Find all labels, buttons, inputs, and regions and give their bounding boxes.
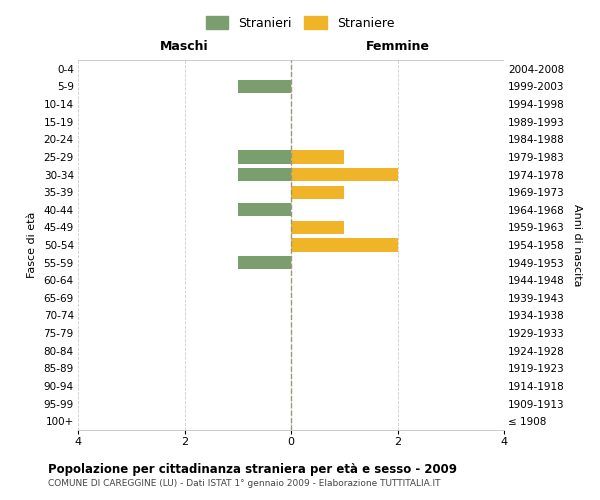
- Bar: [291, 238, 398, 252]
- Text: Popolazione per cittadinanza straniera per età e sesso - 2009: Popolazione per cittadinanza straniera p…: [48, 462, 457, 475]
- Bar: [291, 150, 344, 164]
- Legend: Stranieri, Straniere: Stranieri, Straniere: [201, 11, 399, 35]
- Bar: [238, 150, 291, 164]
- Y-axis label: Fasce di età: Fasce di età: [26, 212, 37, 278]
- Bar: [238, 80, 291, 93]
- Bar: [238, 203, 291, 216]
- Bar: [291, 221, 344, 234]
- Bar: [238, 168, 291, 181]
- Bar: [238, 256, 291, 269]
- Text: Femmine: Femmine: [365, 40, 430, 52]
- Bar: [291, 168, 398, 181]
- Text: COMUNE DI CAREGGINE (LU) - Dati ISTAT 1° gennaio 2009 - Elaborazione TUTTITALIA.: COMUNE DI CAREGGINE (LU) - Dati ISTAT 1°…: [48, 479, 440, 488]
- Bar: [291, 186, 344, 198]
- Y-axis label: Anni di nascita: Anni di nascita: [572, 204, 582, 286]
- Text: Maschi: Maschi: [160, 40, 209, 52]
